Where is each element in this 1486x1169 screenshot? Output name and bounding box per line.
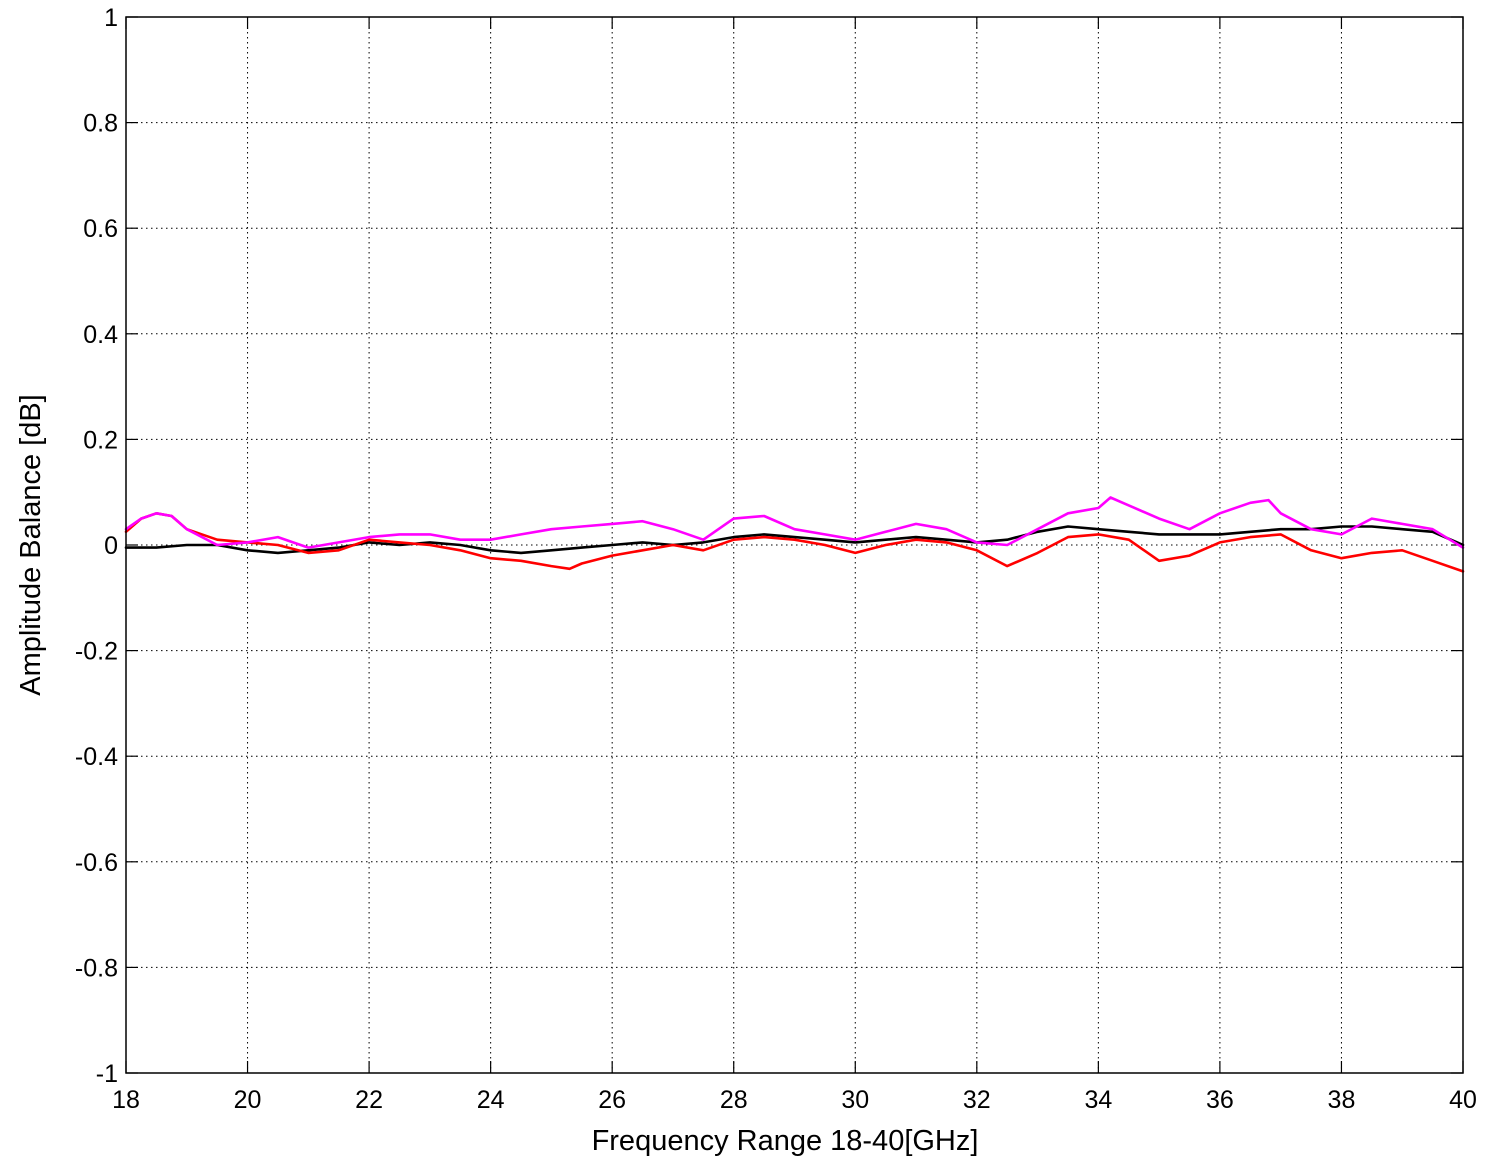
y-tick-label: 0.8 (83, 110, 118, 138)
y-tick-label: -0.4 (75, 743, 118, 771)
y-tick-label: -0.8 (75, 954, 118, 982)
y-tick-label: -1 (96, 1060, 118, 1088)
y-tick-label: 0.2 (83, 426, 118, 454)
x-axis-title: Frequency Range 18-40[GHz] (592, 1125, 979, 1157)
series-lines (124, 496, 1465, 573)
y-tick-label: 0 (104, 532, 118, 560)
x-tick-label: 30 (841, 1086, 869, 1114)
series-line-red (124, 511, 1465, 573)
plot-area-frame (125, 16, 1464, 1074)
x-tick-label: 32 (963, 1086, 991, 1114)
y-tick-label: -0.2 (75, 638, 118, 666)
x-tick-label: 34 (1084, 1086, 1112, 1114)
x-tick-label: 18 (112, 1086, 140, 1114)
y-tick-label: 0.4 (83, 321, 118, 349)
y-axis-title: Amplitude Balance [dB] (15, 394, 47, 695)
x-tick-label: 20 (234, 1086, 262, 1114)
y-tick-label: 1 (104, 4, 118, 32)
x-tick-label: 36 (1206, 1086, 1234, 1114)
y-tick-labels: -1 -0.8 -0.6 -0.4 -0.2 0 0.2 0.4 0.6 0.8 1 (75, 4, 118, 1088)
x-tick-label: 22 (355, 1086, 383, 1114)
grid-lines (126, 17, 1463, 1073)
series-line-magenta (124, 496, 1465, 549)
x-tick-label: 24 (477, 1086, 505, 1114)
x-tick-label: 28 (720, 1086, 748, 1114)
y-tick-label: -0.6 (75, 849, 118, 877)
x-tick-label: 26 (598, 1086, 626, 1114)
x-tick-labels: 18 20 22 24 26 28 30 32 34 36 38 40 (112, 1086, 1477, 1114)
tick-marks (125, 16, 1464, 1074)
x-tick-label: 38 (1328, 1086, 1356, 1114)
y-tick-label: 0.6 (83, 215, 118, 243)
x-tick-label: 40 (1449, 1086, 1477, 1114)
